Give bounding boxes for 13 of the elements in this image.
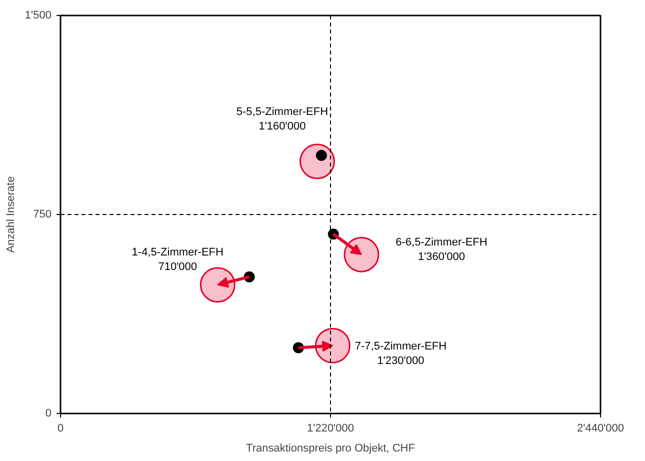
data-label: 7-7,5-Zimmer-EFH 1'230'000 bbox=[354, 340, 447, 367]
x-tick-label: 0 bbox=[57, 422, 64, 434]
y-tick-label: 0 bbox=[45, 408, 52, 420]
point bbox=[316, 150, 327, 161]
data-label: 5-5,5-Zimmer-EFH 1'160'000 bbox=[236, 106, 328, 133]
x-axis-title: Transaktionspreis pro Objekt, CHF bbox=[246, 442, 416, 454]
y-tick-label: 750 bbox=[33, 208, 52, 220]
data-label: 6-6,5-Zimmer-EFH 1'360'000 bbox=[396, 236, 488, 263]
y-tick-label: 1'500 bbox=[24, 10, 52, 22]
y-axis-title: Anzahl Inserate bbox=[4, 176, 17, 253]
x-tick-label: 2'440'000 bbox=[576, 422, 624, 434]
data-label: 1-4,5-Zimmer-EFH 710'000 bbox=[132, 246, 224, 274]
x-tick-label: 1'220'000 bbox=[306, 422, 354, 434]
